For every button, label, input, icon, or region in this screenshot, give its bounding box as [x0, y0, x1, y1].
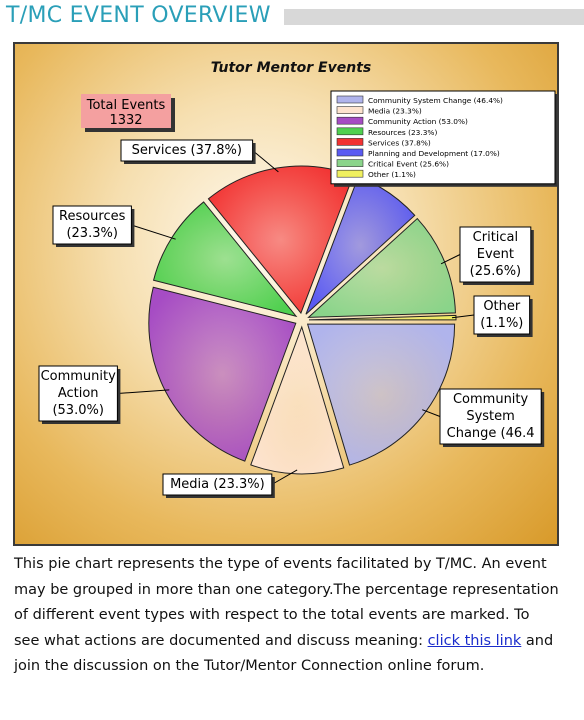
leader-line [131, 224, 176, 240]
callout-other: Other (1.1%) [473, 295, 533, 337]
legend-entry: Other (1.1%) [368, 170, 416, 179]
page-header: T/MC EVENT OVERVIEW [0, 0, 584, 32]
chart-title: Tutor Mentor Events [211, 60, 371, 76]
header-rule [284, 9, 584, 25]
callout-text: Event [477, 247, 514, 262]
total-events-label: Total Events [86, 98, 166, 113]
callout-text: (25.6%) [470, 264, 521, 279]
leader-line [271, 469, 298, 485]
callout-text: Community [453, 392, 529, 407]
callout-text: Resources [59, 209, 126, 224]
callout-text: (53.0%) [52, 403, 103, 418]
page-title: T/MC EVENT OVERVIEW [6, 3, 271, 28]
legend-entry: Services (37.8%) [368, 138, 431, 147]
legend-entry: Media (23.3%) [368, 107, 422, 116]
callout-text: Change (46.4 [447, 426, 535, 441]
callout-leaders [117, 150, 475, 485]
total-events-value: 1332 [109, 113, 142, 128]
leader-line [422, 409, 441, 417]
slice-community-action [148, 286, 297, 462]
legend: Community System Change (46.4%) Media (23… [330, 90, 558, 187]
slice-media [250, 325, 345, 475]
legend-swatch [336, 116, 364, 125]
legend-entry: Community Action (53.0%) [368, 117, 468, 126]
slice-resources [152, 201, 298, 318]
legend-entry: Resources (23.3%) [368, 128, 437, 137]
callout-text: Services (37.8%) [132, 143, 242, 158]
description-text: This pie chart represents the type of ev… [14, 556, 559, 649]
callout-text: Other [483, 299, 521, 314]
legend-swatch [336, 159, 364, 167]
legend-swatch [336, 106, 364, 114]
leader-line [252, 150, 279, 173]
chart-description: This pie chart represents the type of ev… [14, 552, 559, 680]
total-events-box: Total Events 1332 [81, 94, 175, 132]
callout-text: Media (23.3%) [170, 477, 265, 492]
callout-text: System [466, 409, 514, 424]
pie-chart: Community System Change (46.4 Media (23.3%)… [38, 60, 558, 498]
callout-text: (1.1%) [480, 316, 523, 331]
slice-community-system-change [306, 323, 456, 466]
callout-text: Community [41, 369, 117, 384]
callout-text: Critical [473, 230, 518, 245]
callout-critical-event: Critical Event (25.6%) [459, 226, 534, 285]
callout-resources: Resources (23.3%) [52, 205, 135, 247]
legend-swatch [336, 95, 364, 104]
callout-community-system-change: Community System Change (46.4 [439, 388, 545, 447]
leader-line [440, 254, 461, 265]
legend-entry: Community System Change (46.4%) [368, 96, 503, 105]
leader-line [451, 314, 475, 319]
callout-text: (23.3%) [66, 226, 117, 241]
legend-swatch [336, 148, 364, 157]
callout-services: Services (37.8%) [120, 139, 256, 164]
legend-swatch [336, 138, 364, 146]
pie-slices [148, 165, 457, 475]
legend-swatch [336, 169, 364, 178]
callout-text: Action [58, 386, 99, 401]
callout-labels: Community System Change (46.4 Media (23.3%)… [38, 139, 545, 498]
description-text-end: and join the discussion on the Tutor/Men… [14, 632, 554, 675]
legend-swatch [336, 127, 364, 136]
leader-line [117, 389, 170, 394]
callout-community-action: Community Action (53.0%) [38, 365, 121, 424]
legend-entry: Planning and Development (17.0%) [368, 149, 500, 158]
forum-link[interactable]: click this link [427, 632, 522, 649]
legend-entry: Critical Event (25.6%) [368, 160, 449, 169]
callout-media: Media (23.3%) [162, 473, 275, 498]
chart-panel: Community System Change (46.4 Media (23.3%)… [13, 42, 559, 546]
